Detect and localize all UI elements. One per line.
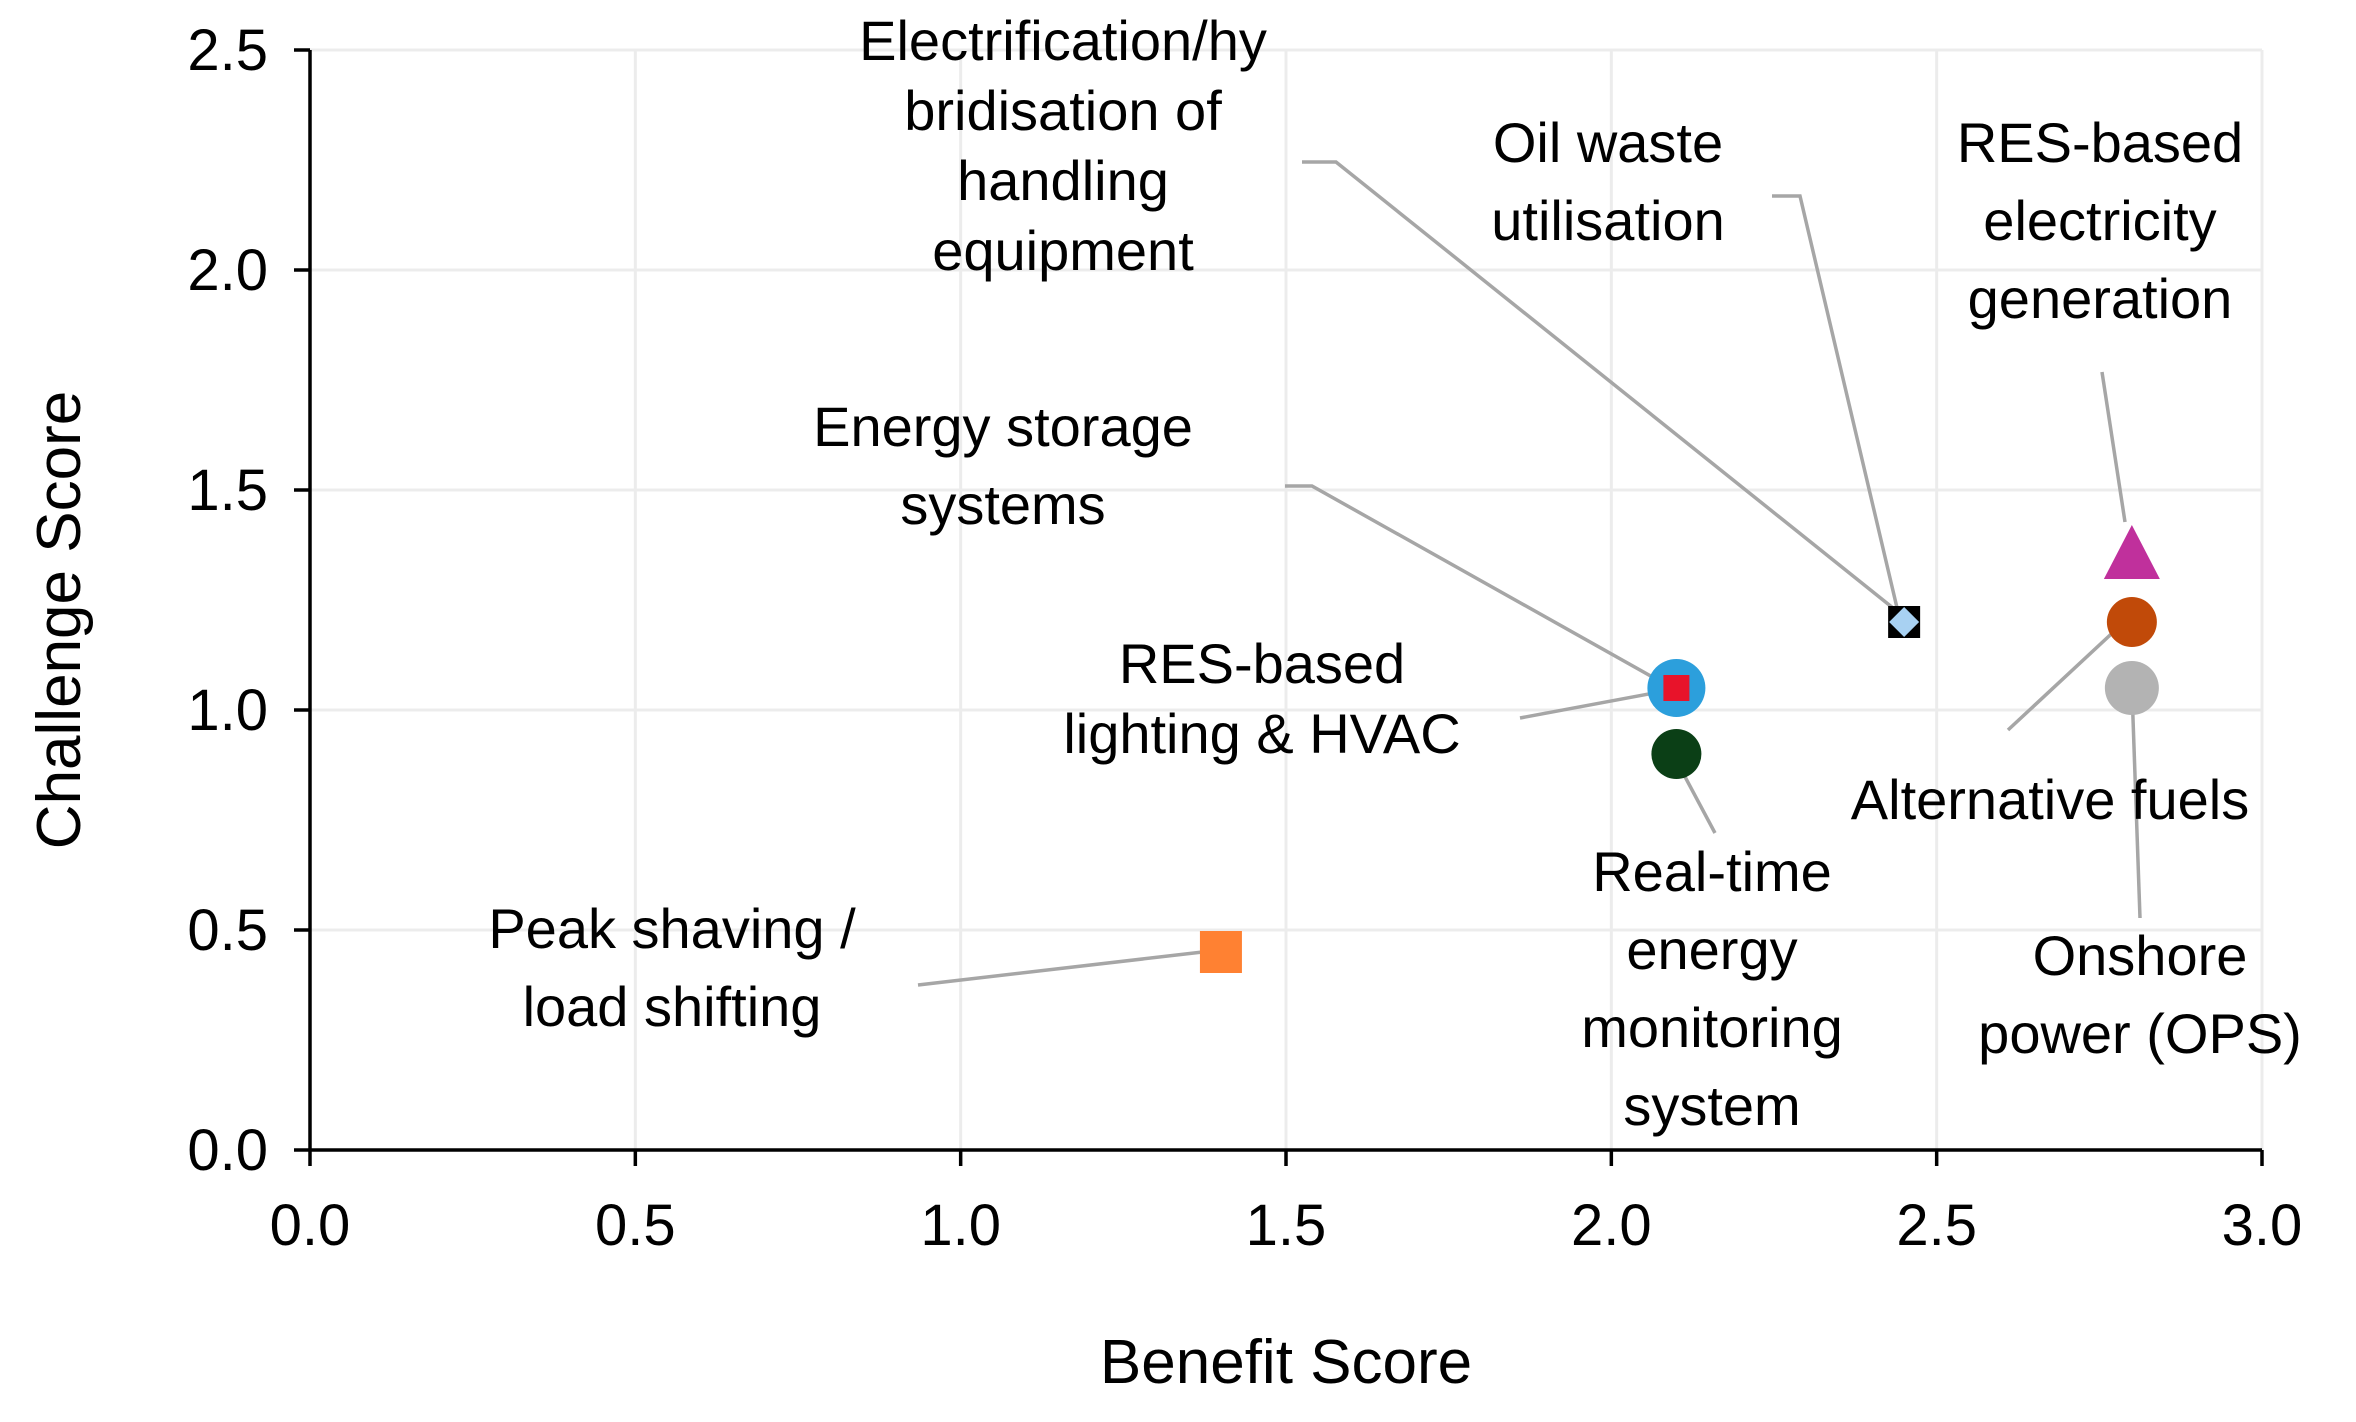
res-lighting-hvac-leader <box>1519 688 1671 720</box>
onshore-power-leader <box>2130 689 2142 919</box>
y-tick-label: 0.5 <box>187 898 268 963</box>
res-electricity-label-line: generation <box>1968 267 2233 330</box>
real-time-monitoring-label-line: energy <box>1626 918 1797 981</box>
x-tick-label: 0.0 <box>270 1193 351 1258</box>
oil-waste-leader <box>1772 194 1900 613</box>
energy-storage-label-line: systems <box>900 473 1105 536</box>
real-time-monitoring-label-line: system <box>1623 1074 1800 1137</box>
real-time-monitoring-marker <box>1651 729 1702 779</box>
y-tick-label: 2.0 <box>187 238 268 303</box>
x-tick-label: 3.0 <box>2222 1193 2303 1258</box>
grid-layer <box>310 48 2264 1150</box>
alternative-fuels-label: Alternative fuels <box>1851 768 2249 831</box>
electrification-label-line: bridisation of <box>904 79 1222 142</box>
leader-layer <box>917 160 2142 987</box>
electrification-leader <box>1302 160 1900 614</box>
oil-waste-label-line: Oil waste <box>1493 111 1723 174</box>
onshore-power-label-line: Onshore <box>2033 924 2248 987</box>
res-lighting-hvac-label: RES-based lighting & HVAC <box>1063 632 1460 765</box>
alternative-fuels-marker <box>2106 597 2157 647</box>
res-lighting-hvac-label-line: RES-based <box>1119 632 1405 695</box>
real-time-monitoring-label-line: monitoring <box>1581 996 1842 1059</box>
electrification-marker <box>1889 607 1920 637</box>
onshore-power-marker <box>2104 661 2159 715</box>
y-tick-label: 2.5 <box>187 18 268 83</box>
x-tick-label: 2.0 <box>1571 1193 1652 1258</box>
res-lighting-hvac-label-line: lighting & HVAC <box>1063 702 1460 765</box>
electrification-label-line: Electrification/hy <box>859 9 1267 72</box>
energy-storage-leader <box>1285 484 1666 686</box>
electrification-label-line: handling <box>957 149 1169 212</box>
y-tick-label: 1.0 <box>187 678 268 743</box>
res-electricity-marker <box>2103 525 2160 579</box>
res-electricity-label-line: electricity <box>1983 189 2216 252</box>
label-layer: Peak shaving / load shifting Energy storag… <box>488 9 2301 1137</box>
peak-shaving-label-line: load shifting <box>523 975 822 1038</box>
electrification-label-line: equipment <box>932 219 1194 282</box>
peak-shaving-label-line: Peak shaving / <box>488 897 856 960</box>
oil-waste-label-line: utilisation <box>1491 189 1724 252</box>
y-tick-label: 0.0 <box>187 1118 268 1183</box>
energy-storage-label: Energy storage systems <box>813 395 1193 536</box>
real-time-monitoring-label: Real-time energy monitoring system <box>1581 840 1842 1137</box>
res-electricity-label: RES-based electricity generation <box>1957 111 2243 330</box>
y-axis-title: Challenge Score <box>25 391 94 849</box>
peak-shaving-label: Peak shaving / load shifting <box>488 897 856 1038</box>
oil-waste-label: Oil waste utilisation <box>1491 111 1724 252</box>
x-tick-label: 1.0 <box>920 1193 1001 1258</box>
res-electricity-leader <box>2100 371 2127 523</box>
onshore-power-label-line: power (OPS) <box>1978 1002 2302 1065</box>
x-tick-label: 2.5 <box>1896 1193 1977 1258</box>
alternative-fuels-label-line: Alternative fuels <box>1851 768 2249 831</box>
peak-shaving-leader <box>917 948 1221 987</box>
marker-layer <box>1199 525 2160 973</box>
real-time-monitoring-label-line: Real-time <box>1592 840 1832 903</box>
x-tick-label: 1.5 <box>1246 1193 1327 1258</box>
onshore-power-label: Onshore power (OPS) <box>1978 924 2302 1065</box>
x-axis-title: Benefit Score <box>1100 1328 1472 1397</box>
y-tick-label: 1.5 <box>187 458 268 523</box>
energy-storage-label-line: Energy storage <box>813 395 1193 458</box>
x-tick-label: 0.5 <box>595 1193 676 1258</box>
peak-shaving-marker <box>1199 931 1242 973</box>
alternative-fuels-leader <box>2006 622 2124 732</box>
electrification-label: Electrification/hy bridisation of handling… <box>859 9 1267 282</box>
axes-layer: 0.0 0.5 1.0 1.5 2.0 2.5 3.0 0.0 0.5 1.0 1.5 2.0 2.5 <box>187 18 2302 1258</box>
res-electricity-label-line: RES-based <box>1957 111 2243 174</box>
res-lighting-hvac-marker <box>1663 675 1690 701</box>
